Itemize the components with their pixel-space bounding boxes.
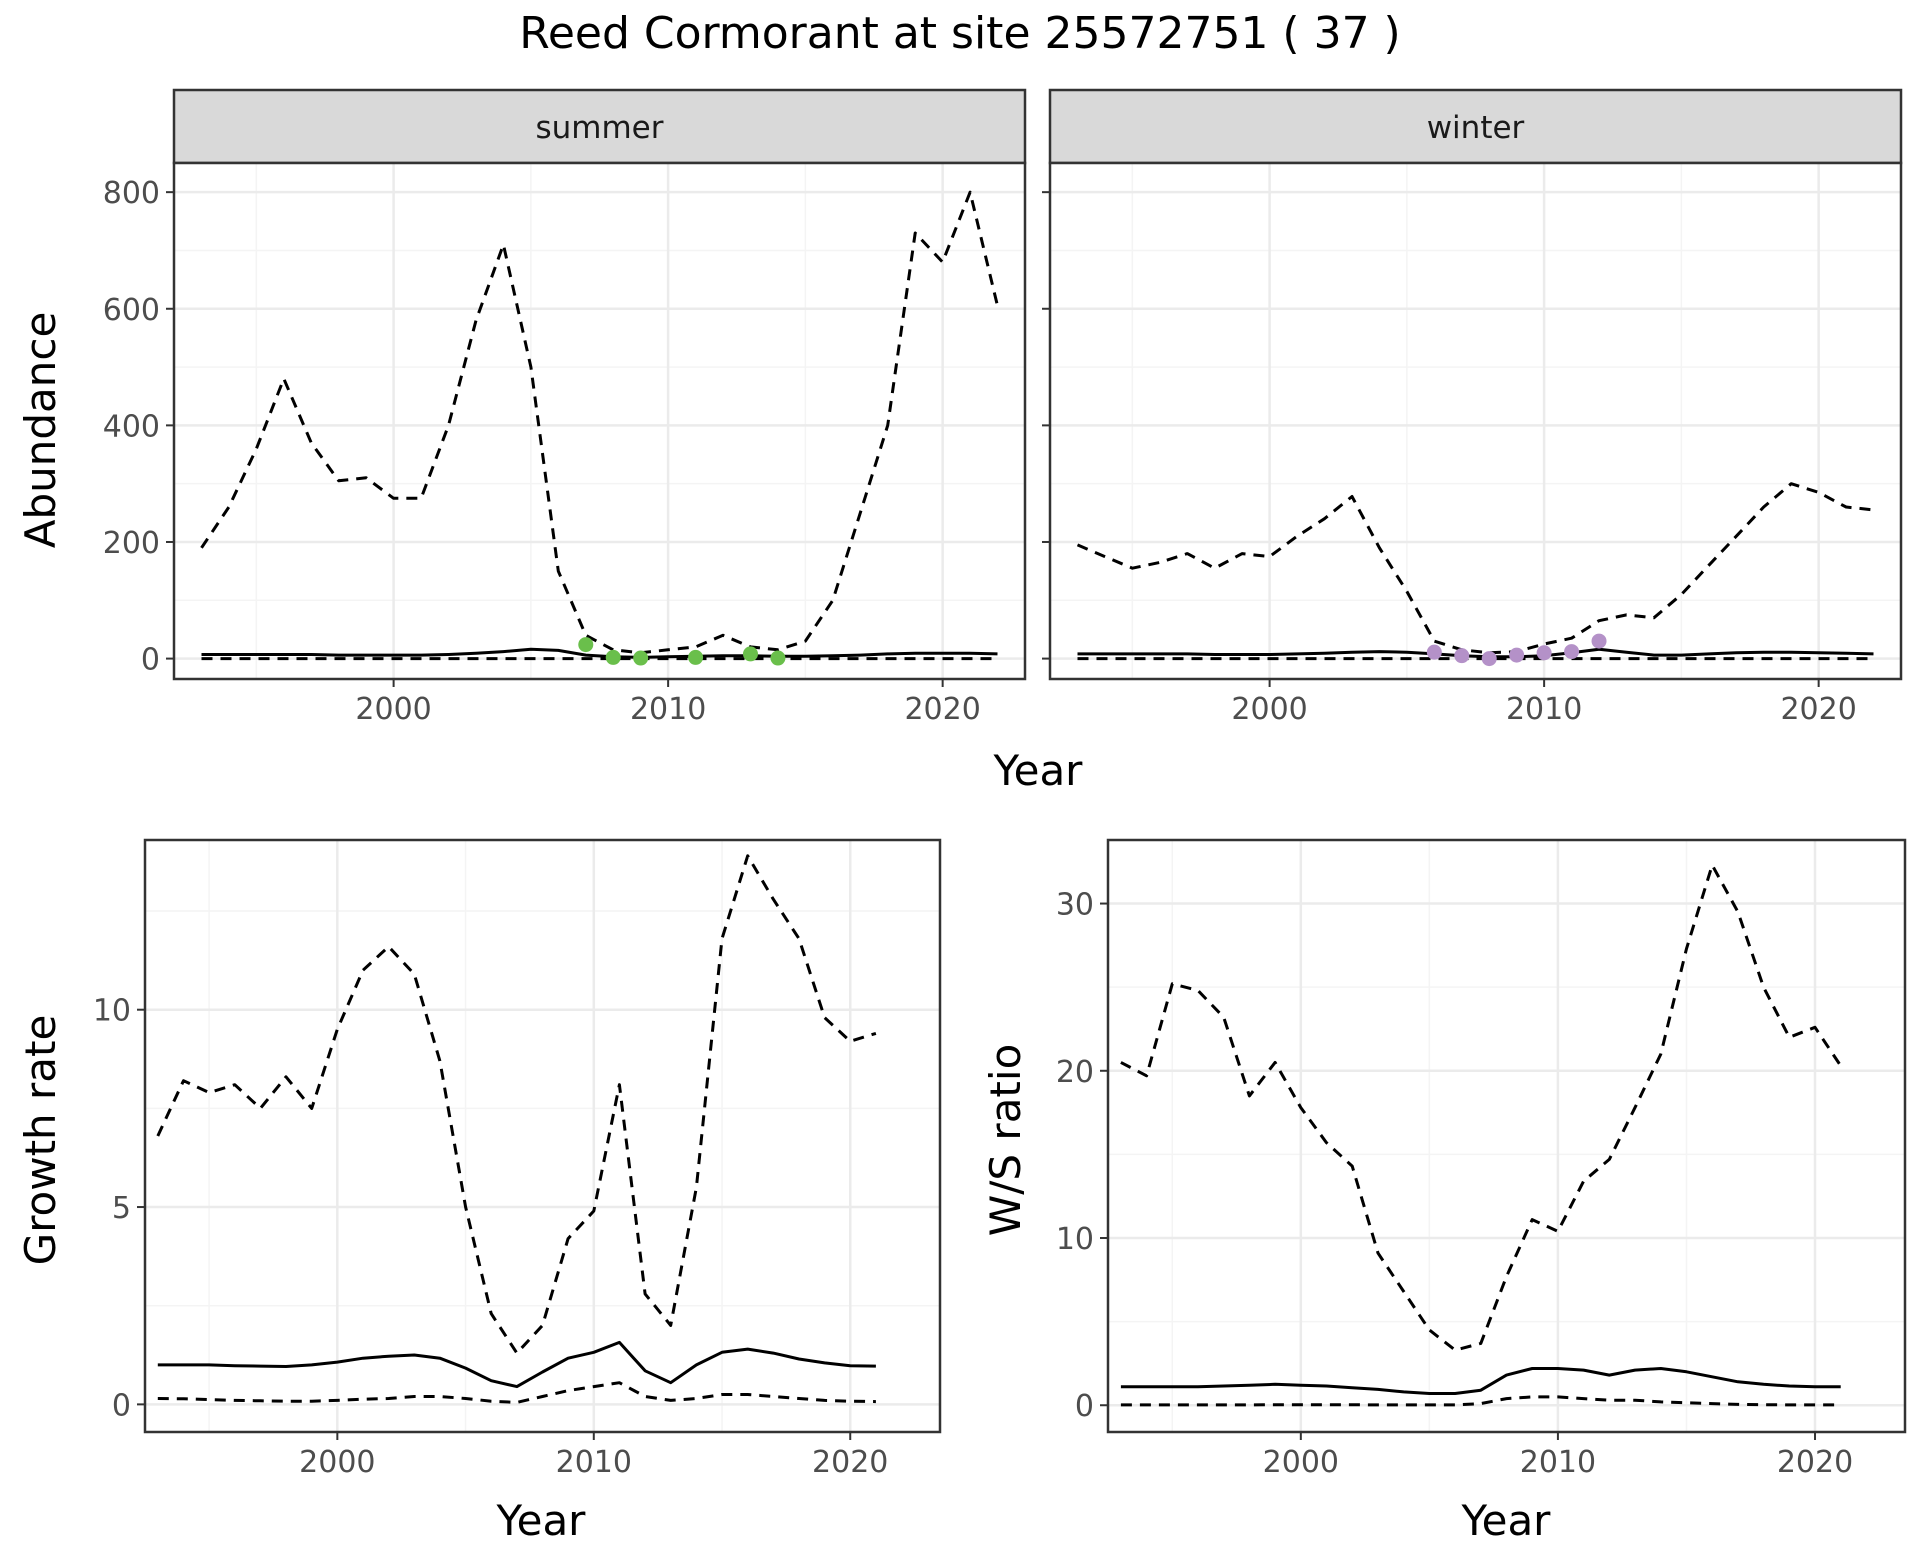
observation-point [633, 650, 649, 666]
abundance-y-axis-label: Abundance [16, 312, 65, 549]
x-tick-label: 2010 [556, 1445, 632, 1480]
observation-point [1481, 651, 1497, 667]
x-tick-label: 2000 [1231, 692, 1307, 727]
observation-point [770, 650, 786, 666]
strip-label-summer: summer [535, 110, 663, 146]
plot-background [1050, 163, 1901, 679]
x-tick-label: 2000 [355, 692, 431, 727]
panel-border [1106, 838, 1907, 1434]
ws-ratio-y-axis-label: W/S ratio [981, 1044, 1030, 1237]
ws-ratio-panel: 2000 2010 2020 0 10 20 30 [1056, 838, 1907, 1480]
observation-point [1454, 648, 1470, 664]
abundance-winter-panel: winter 2000 2010 2020 [1042, 88, 1903, 727]
panel-border [172, 161, 1027, 681]
abundance-x-axis-label: Year [993, 746, 1084, 795]
series-upper-line [200, 190, 999, 655]
series-upper-line [1120, 863, 1842, 1352]
series-mean-line [201, 647, 998, 659]
x-tick-label: 2020 [1777, 1445, 1853, 1480]
ws-ratio-x-axis-label: Year [1461, 1496, 1552, 1545]
observation-point [1591, 633, 1607, 649]
panel-border [143, 838, 942, 1434]
observation-point [688, 649, 704, 665]
y-tick-label: 800 [103, 176, 160, 211]
y-tick-label: 20 [1056, 1055, 1094, 1090]
series-mean-line [1120, 1367, 1841, 1395]
y-tick-label: 600 [103, 293, 160, 328]
series-upper-line [1076, 482, 1874, 655]
strip-background [1048, 88, 1903, 165]
series-lower-line [1120, 1395, 1841, 1407]
growth-rate-y-axis-label: Growth rate [16, 1015, 65, 1266]
x-tick-label: 2020 [904, 692, 980, 727]
x-tick-label: 2020 [812, 1445, 888, 1480]
strip-label-winter: winter [1427, 110, 1525, 146]
x-tick-label: 2000 [299, 1445, 375, 1480]
x-tick-label: 2010 [1520, 1445, 1596, 1480]
y-tick-label: 10 [1056, 1222, 1094, 1257]
panel-border [1048, 161, 1903, 681]
y-tick-label: 5 [112, 1191, 131, 1226]
figure-title: Reed Cormorant at site 25572751 ( 37 ) [519, 8, 1400, 59]
observation-point [605, 649, 621, 665]
x-tick-label: 2020 [1780, 692, 1856, 727]
growth-rate-x-axis-label: Year [496, 1496, 587, 1545]
x-tick-label: 2000 [1263, 1445, 1339, 1480]
observation-point [1536, 645, 1552, 661]
y-tick-label: 0 [141, 643, 160, 678]
observation-point [742, 646, 758, 662]
series-upper-line [156, 854, 877, 1355]
observation-point [578, 637, 594, 653]
y-tick-label: 200 [103, 526, 160, 561]
growth-rate-panel: 2000 2010 2020 0 5 10 [93, 838, 942, 1480]
abundance-summer-panel: summer 2000 2010 2020 0 200 400 600 800 [103, 88, 1027, 727]
y-tick-label: 400 [103, 409, 160, 444]
y-tick-label: 30 [1056, 888, 1094, 923]
y-tick-label: 0 [1075, 1389, 1094, 1424]
plot-background [145, 840, 940, 1432]
x-tick-label: 2010 [1506, 692, 1582, 727]
strip-background [172, 88, 1027, 165]
observation-point [1426, 644, 1442, 660]
y-tick-label: 0 [112, 1388, 131, 1423]
series-mean-line [157, 1340, 876, 1389]
series-lower-line [157, 1381, 876, 1404]
y-tick-label: 10 [93, 994, 131, 1029]
plot-background [1108, 840, 1905, 1432]
series-mean-line [1077, 647, 1874, 659]
observation-point [1564, 644, 1580, 660]
plot-background [174, 163, 1025, 679]
observation-point [1509, 647, 1525, 663]
x-tick-label: 2010 [630, 692, 706, 727]
